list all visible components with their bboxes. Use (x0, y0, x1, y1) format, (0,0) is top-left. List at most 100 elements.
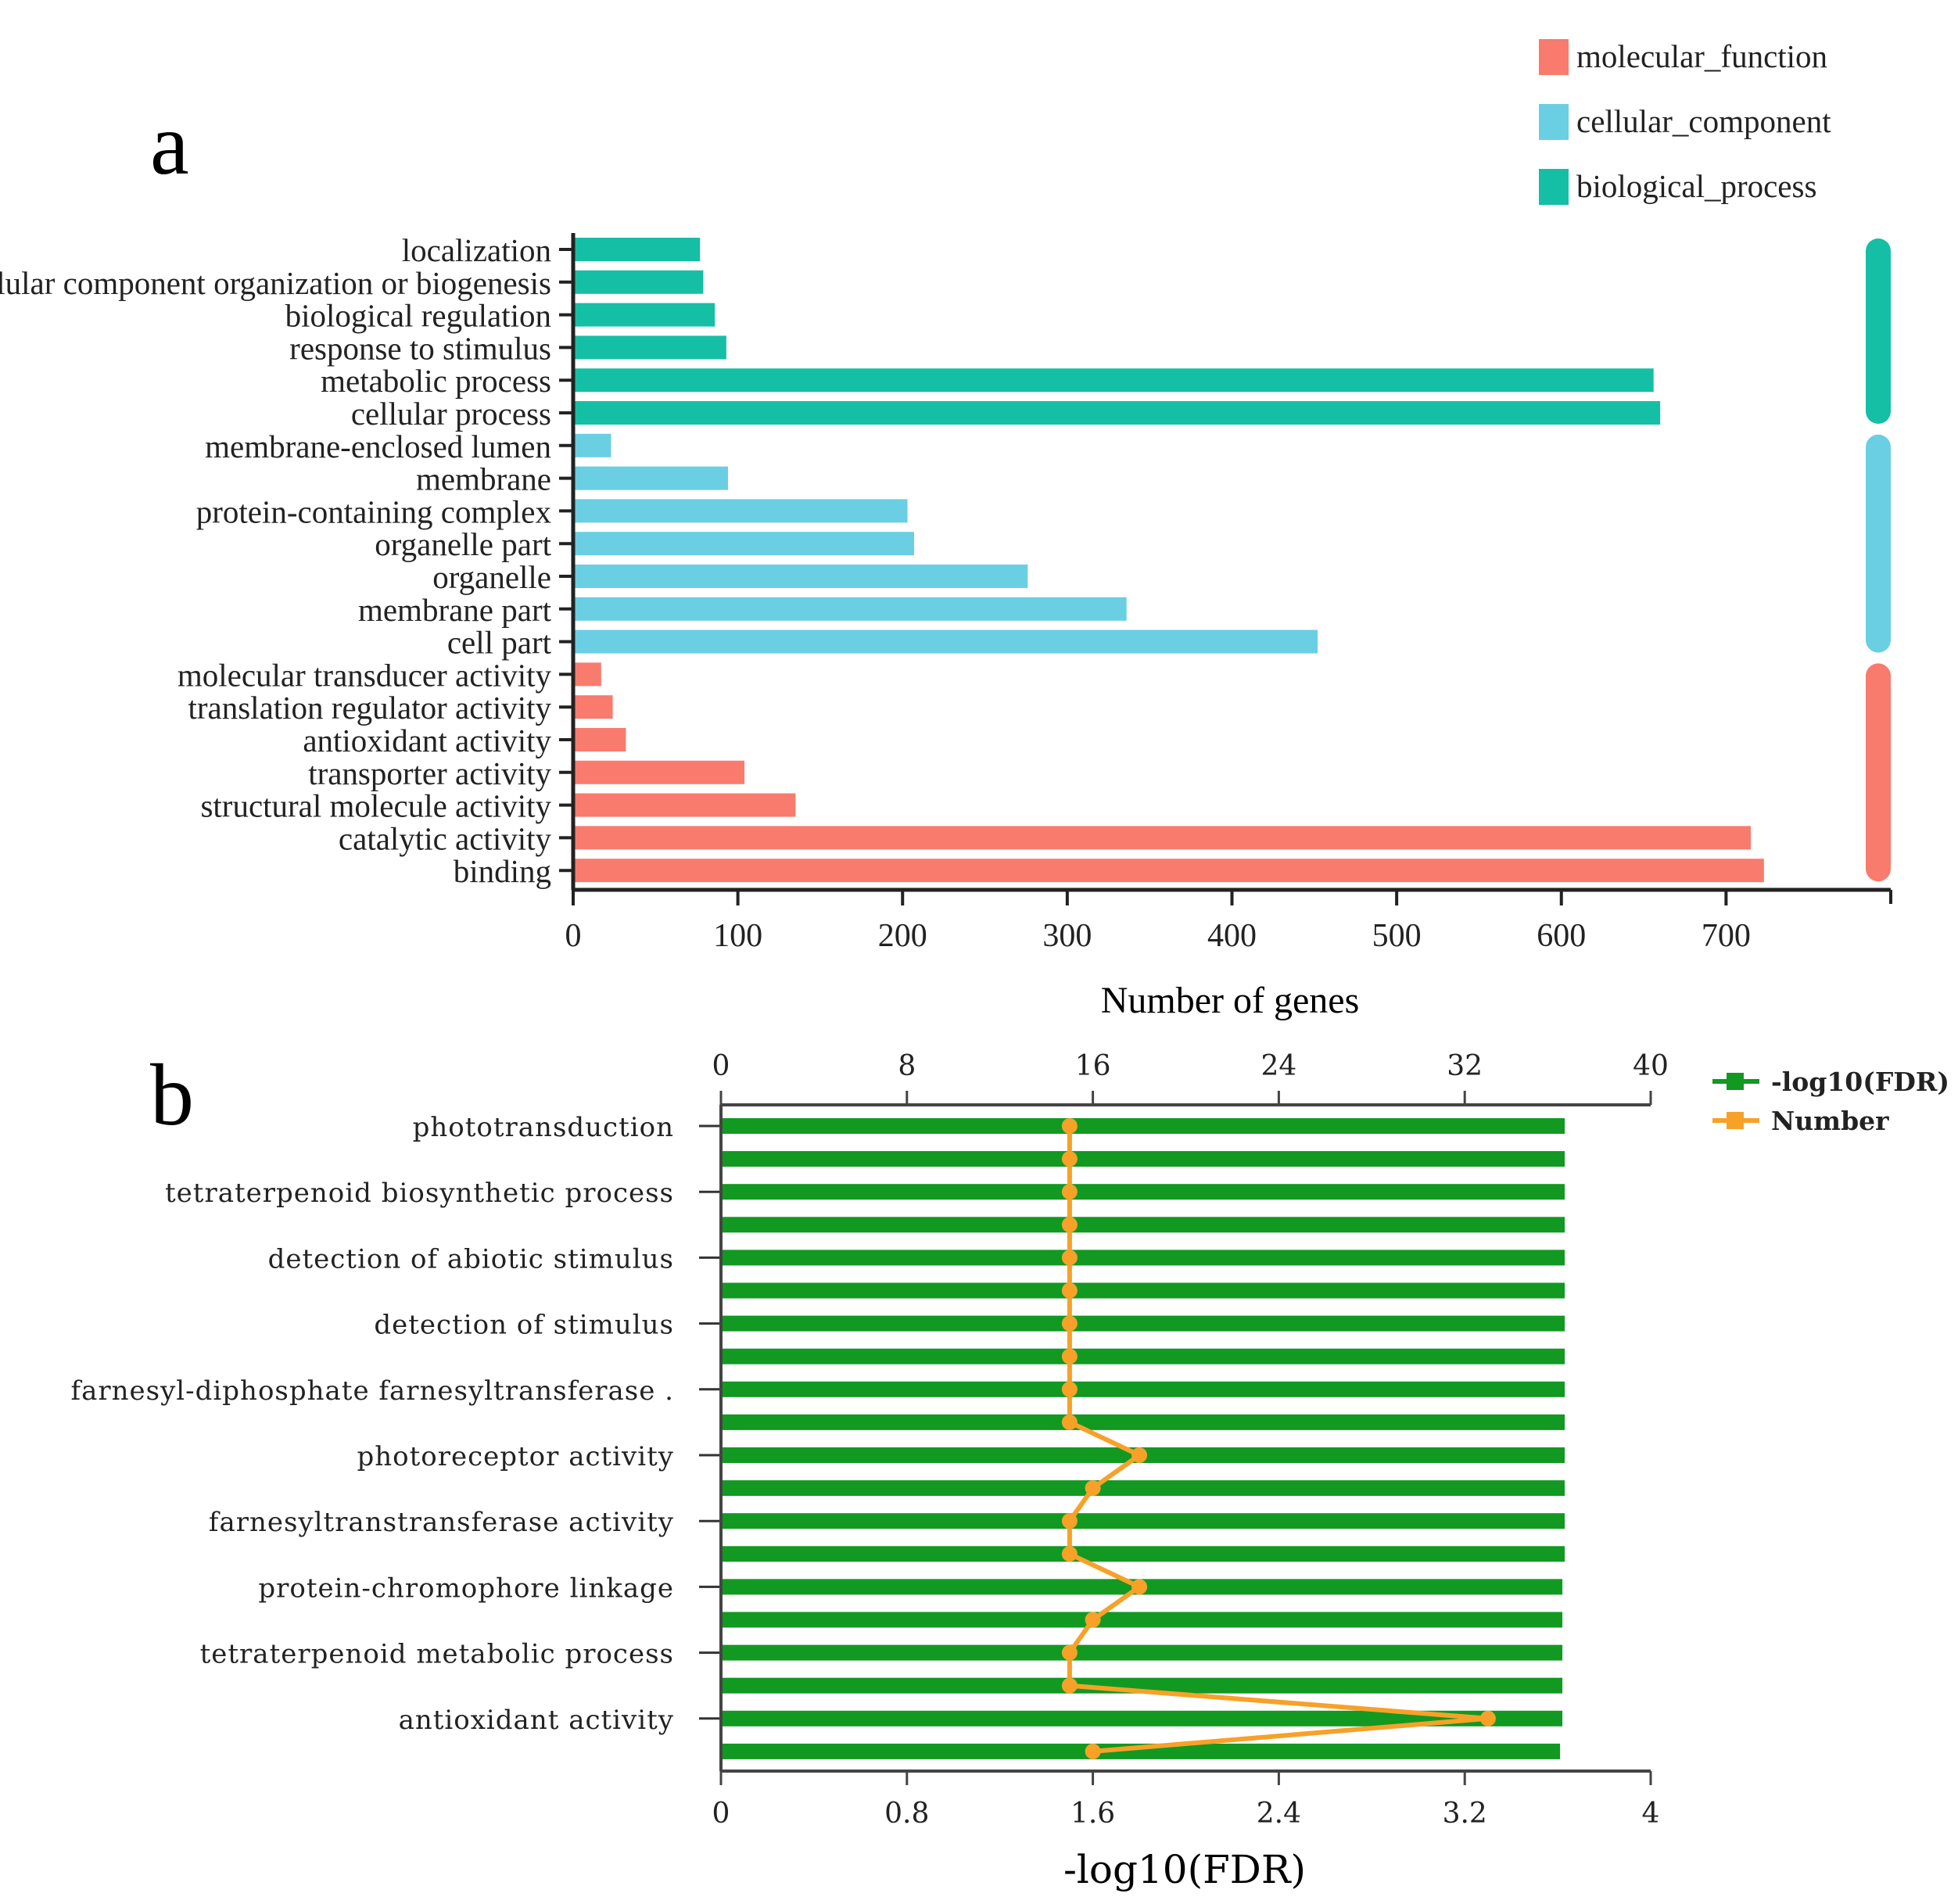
bottom-x-tick-label: 3.2 (1443, 1798, 1487, 1830)
fdr-bar-4 (721, 1250, 1565, 1266)
panel-a-legend: molecular_function cellular_componentbiol… (1539, 38, 1831, 205)
bar-2 (573, 303, 715, 327)
panel-a-x-axis-title: Number of genes (1101, 980, 1360, 1021)
category-label: cellular process (351, 396, 551, 432)
fdr-bar-19 (721, 1743, 1561, 1759)
top-x-tick-label: 16 (1075, 1050, 1111, 1082)
panel-a: a molecular_function cellular_componentbi… (0, 38, 1892, 1021)
number-point-19 (1085, 1743, 1101, 1759)
category-label: metabolic process (321, 363, 551, 399)
group-indicator-molecular_function (1866, 663, 1891, 882)
panel-a-label: a (150, 96, 189, 193)
category-label: membrane (416, 461, 551, 497)
legend-label: biological_process (1576, 168, 1816, 204)
legend-marker-1 (1727, 1112, 1744, 1129)
category-label: membrane-enclosed lumen (205, 428, 551, 464)
bottom-x-tick-label: 0.8 (884, 1798, 929, 1830)
bar-17 (573, 793, 796, 817)
panel-b-number-line (1061, 1118, 1496, 1759)
number-point-18 (1479, 1710, 1496, 1727)
number-point-5 (1061, 1282, 1078, 1299)
bottom-x-tick-label: 0 (712, 1798, 730, 1830)
fdr-bar-15 (721, 1612, 1563, 1628)
group-indicator-cellular_component (1866, 434, 1891, 653)
bar-0 (573, 238, 701, 261)
number-point-0 (1061, 1118, 1078, 1134)
panel-a-group-indicators (1866, 238, 1891, 882)
category-label: protein-chromophore linkage (258, 1572, 674, 1604)
fdr-bar-9 (721, 1414, 1565, 1430)
fdr-bar-18 (721, 1710, 1563, 1727)
number-point-1 (1061, 1151, 1078, 1167)
bar-1 (573, 270, 704, 294)
category-label: farnesyltranstransferase activity (209, 1507, 674, 1538)
category-label: molecular transducer activity (178, 657, 552, 693)
top-x-tick-label: 8 (898, 1050, 916, 1082)
fdr-bar-11 (721, 1480, 1565, 1497)
bar-3 (573, 335, 726, 360)
bar-13 (573, 662, 601, 687)
panel-a-bars (573, 238, 1764, 883)
bar-9 (573, 532, 914, 556)
number-point-3 (1061, 1217, 1078, 1233)
category-label: biological regulation (285, 298, 551, 334)
bar-15 (573, 728, 626, 751)
category-label: antioxidant activity (399, 1705, 674, 1736)
panel-b-legend: -log10(FDR) Number (1712, 1067, 1949, 1136)
legend-label: molecular_function (1576, 38, 1827, 74)
top-x-tick-label: 40 (1633, 1050, 1669, 1082)
fdr-bar-2 (721, 1184, 1565, 1200)
category-label: transporter activity (308, 755, 551, 791)
fdr-bar-8 (721, 1381, 1565, 1397)
panel-b: b -log10(FDR) Number phototransduction tet… (71, 1047, 1949, 1892)
legend-swatch-molecular_function (1539, 39, 1569, 75)
legend-marker-0 (1727, 1073, 1744, 1090)
bar-10 (573, 565, 1028, 588)
bar-4 (573, 368, 1654, 393)
bar-7 (573, 466, 728, 490)
number-point-11 (1085, 1480, 1101, 1497)
top-x-tick-label: 32 (1447, 1050, 1483, 1082)
bottom-x-tick-label: 2.4 (1257, 1798, 1301, 1830)
panel-b-bars (721, 1118, 1565, 1759)
legend-label: Number (1771, 1106, 1889, 1136)
number-point-16 (1061, 1644, 1078, 1661)
bar-14 (573, 695, 613, 719)
fdr-bar-0 (721, 1118, 1565, 1134)
panel-b-x-axis-title: -log10(FDR) (1063, 1847, 1306, 1892)
number-point-4 (1061, 1250, 1078, 1266)
fdr-bar-12 (721, 1513, 1565, 1529)
fdr-bar-5 (721, 1282, 1565, 1299)
category-label: localization (402, 232, 551, 268)
number-point-6 (1061, 1315, 1078, 1332)
category-label: tetraterpenoid biosynthetic process (165, 1178, 674, 1209)
group-indicator-biological_process (1866, 238, 1891, 424)
category-label: catalytic activity (339, 820, 552, 856)
category-label: phototransduction (413, 1112, 674, 1143)
number-point-9 (1061, 1414, 1078, 1430)
bar-8 (573, 499, 908, 523)
x-tick-label: 600 (1537, 918, 1586, 954)
category-label: antioxidant activity (303, 723, 551, 758)
top-x-tick-label: 0 (712, 1050, 730, 1082)
category-label: detection of abiotic stimulus (268, 1243, 674, 1275)
panel-a-axes: 0 100 200 300 400 500 600 700 (559, 233, 1892, 954)
bar-6 (573, 433, 611, 457)
bottom-x-tick-label: 4 (1642, 1798, 1660, 1830)
fdr-bar-16 (721, 1644, 1563, 1661)
bar-12 (573, 629, 1318, 654)
category-label: detection of stimulus (374, 1310, 674, 1341)
category-label: organelle part (375, 526, 551, 562)
bar-19 (573, 859, 1764, 883)
fdr-bar-1 (721, 1151, 1565, 1167)
number-point-14 (1131, 1579, 1148, 1595)
bar-16 (573, 760, 745, 784)
x-tick-label: 500 (1372, 918, 1422, 954)
number-point-13 (1061, 1546, 1078, 1562)
x-tick-label: 200 (878, 918, 927, 954)
number-point-7 (1061, 1348, 1078, 1364)
category-label: protein-containing complex (196, 493, 551, 529)
category-label: structural molecule activity (200, 788, 551, 824)
